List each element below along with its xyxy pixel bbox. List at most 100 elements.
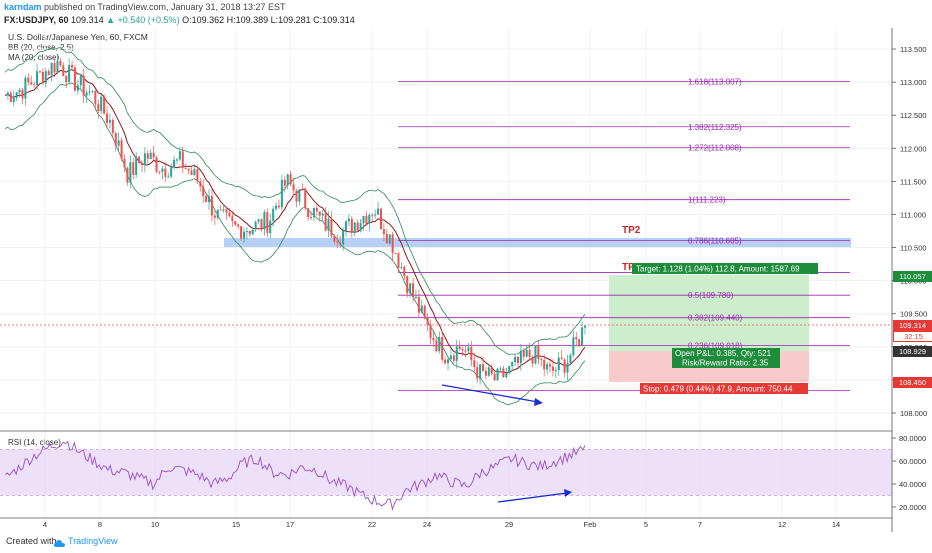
divergence-arrow-rsi[interactable] <box>497 489 572 503</box>
candle-body <box>575 337 578 340</box>
candle-body <box>490 367 493 374</box>
candle-body <box>502 368 505 378</box>
candle-body <box>152 152 155 158</box>
candle-body <box>158 171 161 173</box>
candle-body <box>202 186 205 196</box>
rsi-line <box>4 440 586 511</box>
rsi-axis[interactable]: 80.0000 60.0000 40.0000 20.0000 <box>892 434 926 512</box>
candle-body <box>481 364 485 371</box>
bar-timer-tag: 32:15 <box>893 331 932 342</box>
candle-body <box>566 362 569 373</box>
ma-line <box>4 69 586 374</box>
footer-brand[interactable]: TradingView <box>68 536 118 546</box>
candle-body <box>537 346 540 360</box>
divergence-arrow-price[interactable] <box>441 384 543 406</box>
footer-created: Created with <box>6 536 57 546</box>
candle-body <box>578 339 581 346</box>
candle-body <box>479 364 482 379</box>
candle-body <box>368 214 371 224</box>
candle-body <box>129 162 132 183</box>
candle-body <box>231 216 234 222</box>
candle-body <box>379 208 382 230</box>
fib-label: 0.786(110.605) <box>688 237 742 246</box>
candle-body <box>47 71 50 76</box>
candle-body <box>117 140 120 146</box>
candle-body <box>173 159 176 168</box>
candle-body <box>21 89 24 99</box>
candle-body <box>260 219 263 230</box>
price-axis[interactable]: 113.500 113.000 112.500 112.000 111.500 111.0… <box>892 45 927 418</box>
candle-body <box>50 62 53 76</box>
candle-body <box>9 92 12 103</box>
candle-body <box>388 234 391 244</box>
candle-body <box>27 77 30 83</box>
target-zone[interactable] <box>609 275 809 351</box>
candle-body <box>257 219 260 222</box>
candle-body <box>307 208 310 218</box>
candle-body <box>237 224 240 227</box>
candle-body <box>120 140 123 159</box>
candle-body <box>228 212 231 217</box>
candle-body <box>286 174 289 186</box>
candle-body <box>111 119 114 133</box>
candle-body <box>234 221 237 225</box>
fib-label: 0.5(109.780) <box>688 291 734 300</box>
candle-body <box>519 350 522 364</box>
fib-label: 1.618(113.007) <box>688 78 742 87</box>
chart-title: U.S. Dollar/Japanese Yen, 60, FXCM <box>8 32 148 42</box>
y-tick-label: 112.000 <box>900 144 927 153</box>
rsi-tick-label: 40.0000 <box>899 480 926 489</box>
resistance-zone[interactable] <box>224 238 851 247</box>
candle-body <box>458 346 461 350</box>
candle-body <box>68 64 71 83</box>
candle-body <box>310 217 313 219</box>
candle-body <box>447 359 450 364</box>
candle-body <box>324 213 327 231</box>
candle-body <box>347 218 350 222</box>
candle-body <box>301 189 304 191</box>
candle-body <box>94 91 97 105</box>
target-price-tag: 110.057 <box>893 271 932 282</box>
candle-body <box>251 229 254 235</box>
target-label-box <box>632 263 818 274</box>
ma-legend[interactable]: MA (20, close) <box>8 53 60 62</box>
candle-body <box>208 195 211 203</box>
candle-body <box>254 221 257 230</box>
x-tick-label: 14 <box>832 520 840 529</box>
candle-body <box>511 361 514 367</box>
y-tick-label: 112.500 <box>900 111 927 120</box>
candle-body <box>487 367 490 376</box>
candle-body <box>289 174 292 185</box>
candle-body <box>374 214 377 216</box>
candle-body <box>420 305 423 313</box>
candle-body <box>505 373 508 378</box>
candle-body <box>359 223 362 231</box>
candle-body <box>65 76 68 83</box>
candle-body <box>24 77 27 99</box>
candle-body <box>79 75 82 86</box>
x-tick-label: 5 <box>644 520 648 529</box>
target-label: Target: 1.128 (1.04%) 112.8, Amount: 158… <box>636 265 800 274</box>
time-axis[interactable]: 4 8 10 15 17 22 24 29 Feb 5 7 12 14 <box>43 520 840 529</box>
candle-body <box>30 82 33 85</box>
candle-body <box>342 230 345 245</box>
fib-label: 0.236(109.018) <box>688 342 743 351</box>
rsi-tick-label: 60.0000 <box>899 457 926 466</box>
candle-body <box>245 230 248 232</box>
candle-body <box>540 359 543 361</box>
symbol-name[interactable]: FX:USDJPY, 60 <box>4 15 69 25</box>
candle-body <box>263 212 266 230</box>
candle-body <box>493 373 496 380</box>
candle-body <box>15 92 18 98</box>
rsi-legend[interactable]: RSI (14, close) <box>8 438 61 447</box>
symbol-line: FX:USDJPY, 60 109.314 ▲ +0.540 (+0.5%) O… <box>4 15 355 25</box>
bb-legend[interactable]: BB (20, close, 2.5) <box>8 43 74 52</box>
candle-body <box>196 169 199 182</box>
candle-body <box>403 267 406 277</box>
candle-body <box>522 350 525 357</box>
candle-body <box>382 229 385 235</box>
candle-body <box>528 349 531 357</box>
author-link[interactable]: karndam <box>4 2 42 12</box>
candle-body <box>181 151 184 168</box>
